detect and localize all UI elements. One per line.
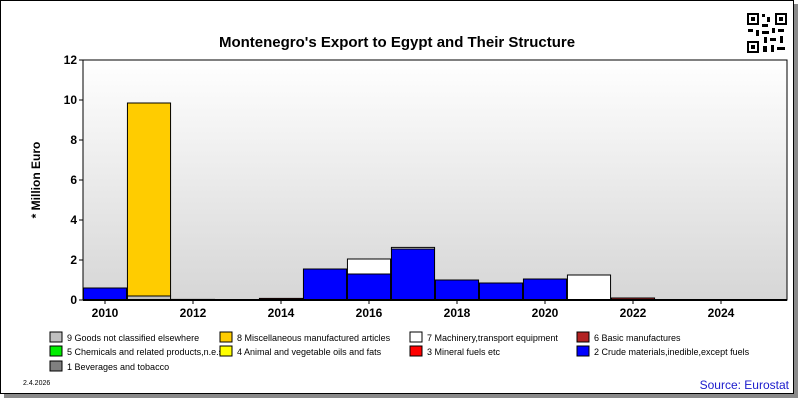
legend-swatch [49,345,63,357]
bar-s0-2015 [302,268,348,301]
legend-item: 2 Crude materials,inedible,except fuels [576,345,750,357]
x-tick-label: 2012 [180,306,207,320]
x-tick-label: 2020 [532,306,559,320]
x-tick-label: 2014 [268,306,295,320]
legend-label: 2 Crude materials,inedible,except fuels [594,347,750,357]
legend-swatch [576,331,590,343]
legend-item: 8 Miscellaneous manufactured articles [219,331,391,343]
y-tick-label: 4 [70,213,77,227]
y-axis-label: * Million Euro [29,142,43,219]
bar-s3-2016 [346,258,392,275]
qr-code [747,13,787,53]
y-tick-label: 12 [64,53,78,67]
plot-area: 0 2 4 6 8 10 12 2010 2012 2014 2016 2018 2020 2022 202… [64,53,788,320]
bar-s0-2016 [346,273,392,301]
y-tick-label: 0 [70,293,77,307]
legend-item: 1 Beverages and tobacco [49,360,169,372]
legend-label: 5 Chemicals and related products,n.e.s. [67,347,226,357]
chart-title: Montenegro's Export to Egypt and Their S… [219,34,575,51]
y-tick-label: 8 [70,133,77,147]
bar-s3-2021 [566,274,612,301]
x-tick-label: 2010 [92,306,119,320]
y-tick-label: 10 [64,93,78,107]
legend-swatch [409,345,423,357]
y-tick-label: 6 [70,173,77,187]
bar-s0-2018 [434,279,480,301]
source-note: Source: Eurostat [700,378,790,392]
legend: 9 Goods not classified elsewhere 8 Miscel… [49,331,750,372]
legend-swatch [219,331,233,343]
date-stamp: 2.4.2026 [23,380,50,387]
x-tick-label: 2024 [708,306,735,320]
bar-s0-2019 [478,282,524,301]
legend-label: 7 Machinery,transport equipment [427,333,558,343]
y-tick-label: 2 [70,253,77,267]
legend-item: 5 Chemicals and related products,n.e.s. [49,345,226,357]
legend-label: 8 Miscellaneous manufactured articles [237,333,391,343]
x-tick-label: 2022 [620,306,647,320]
legend-label: 1 Beverages and tobacco [67,362,169,372]
legend-label: 3 Mineral fuels etc [427,347,501,357]
bar-s3-2017 [390,246,436,250]
legend-item: 6 Basic manufactures [576,331,681,343]
bar-s0-2010 [82,287,128,301]
legend-swatch [219,345,233,357]
bar-s0-2017 [390,248,436,301]
x-tick-label: 2016 [356,306,383,320]
legend-item: 4 Animal and vegetable oils and fats [219,345,382,357]
legend-item: 7 Machinery,transport equipment [409,331,558,343]
legend-item: 3 Mineral fuels etc [409,345,501,357]
x-tick-label: 2018 [444,306,471,320]
legend-swatch [49,360,63,372]
bar-s0-2020 [522,278,568,301]
legend-label: 9 Goods not classified elsewhere [67,333,199,343]
legend-label: 4 Animal and vegetable oils and fats [237,347,382,357]
legend-item: 9 Goods not classified elsewhere [49,331,199,343]
legend-swatch [409,331,423,343]
legend-swatch [576,345,590,357]
legend-label: 6 Basic manufactures [594,333,681,343]
legend-swatch [49,331,63,343]
bar-s2-2011 [126,102,172,297]
